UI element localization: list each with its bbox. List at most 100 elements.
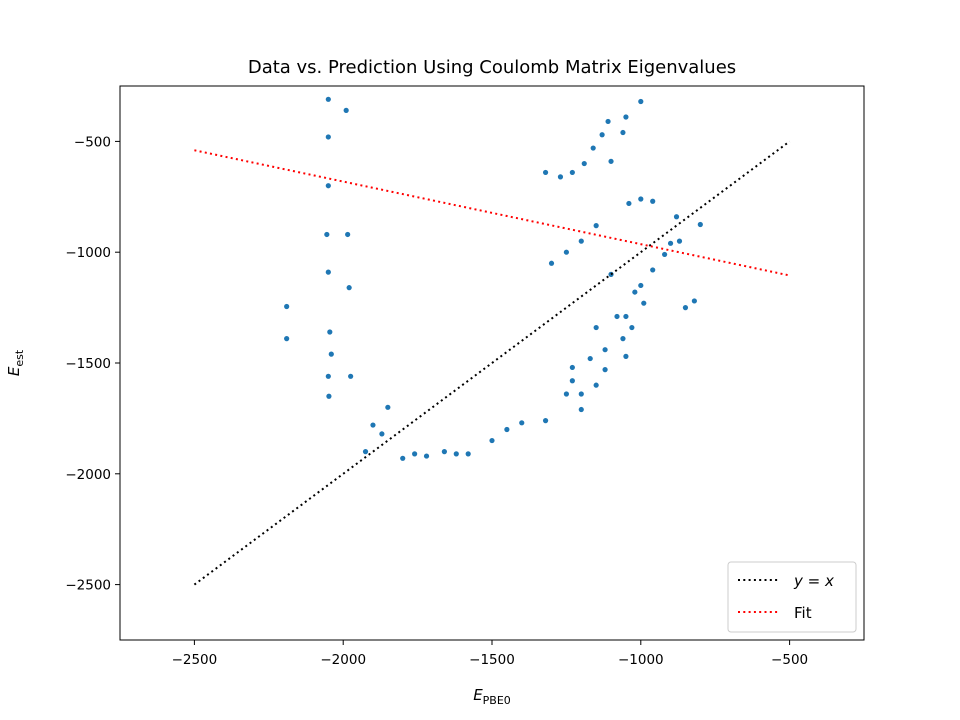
data-point [542, 169, 549, 176]
data-point [557, 174, 564, 180]
data-point [569, 364, 575, 371]
data-point [629, 324, 635, 331]
data-point [548, 260, 555, 266]
data-point [504, 426, 510, 433]
x-axis-title-main: E [473, 686, 483, 704]
data-point [620, 129, 626, 136]
data-point [563, 391, 570, 397]
legend-box [727, 561, 857, 633]
y-axis: −2500 −2000 −1500 −1000 −500 [65, 134, 120, 594]
data-point [676, 238, 683, 244]
data-point [441, 449, 447, 455]
data-point [348, 373, 354, 379]
data-point [691, 298, 697, 304]
data-point [325, 269, 331, 275]
data-point [578, 391, 584, 397]
data-point [626, 200, 632, 207]
data-point [423, 453, 430, 459]
data-point [587, 355, 593, 362]
data-point [379, 431, 385, 437]
data-point [638, 98, 644, 105]
scatter-layer [284, 96, 703, 461]
x-tick-label: −500 [771, 652, 808, 668]
data-point [620, 336, 626, 342]
data-point [412, 451, 418, 457]
data-point [519, 420, 525, 426]
y-tick-label: −500 [74, 134, 111, 150]
legend-label: Fit [794, 604, 812, 622]
data-point [325, 96, 331, 102]
x-axis: −2500 −2000 −1500 −1000 −500 [172, 640, 808, 668]
y-tick-label: −2000 [65, 467, 111, 483]
data-point [673, 214, 680, 220]
data-point [593, 223, 599, 229]
y-axis-title-sub: est [13, 349, 26, 366]
data-point [343, 107, 349, 113]
data-point [632, 289, 638, 295]
data-point [563, 249, 570, 255]
x-tick-label: −2000 [320, 652, 366, 668]
data-point [623, 353, 629, 359]
x-tick-label: −1000 [618, 652, 664, 668]
data-point [602, 367, 608, 373]
data-point [650, 198, 656, 204]
data-point [638, 282, 644, 289]
data-point [602, 347, 608, 353]
data-point [489, 437, 495, 444]
data-point [325, 183, 331, 189]
chart-title: Data vs. Prediction Using Coulomb Matrix… [248, 57, 736, 78]
data-point [324, 231, 330, 238]
data-point [614, 313, 620, 320]
x-tick-label: −2500 [172, 652, 218, 668]
data-point [593, 382, 599, 388]
x-axis-title: EPBE0 [473, 686, 511, 707]
data-point [662, 251, 668, 258]
data-point [453, 451, 459, 457]
legend-label: y = x [793, 572, 834, 590]
data-point [578, 406, 584, 413]
data-point [328, 351, 334, 357]
data-point [327, 329, 333, 335]
y-tick-label: −1000 [65, 245, 111, 261]
y-tick-label: −1500 [65, 356, 111, 372]
data-point [284, 336, 290, 342]
data-point [400, 455, 406, 461]
data-point [641, 300, 647, 306]
data-point [581, 160, 587, 167]
data-point [593, 324, 599, 331]
lines-layer [193, 140, 791, 586]
series-line [194, 149, 790, 277]
data-point [345, 231, 351, 238]
data-point [667, 240, 674, 246]
data-point [682, 305, 689, 311]
data-point [650, 267, 656, 273]
x-axis-title-sub: PBE0 [483, 694, 511, 707]
data-point [578, 238, 584, 244]
data-point [623, 313, 629, 320]
data-point [346, 285, 352, 291]
data-point [362, 449, 369, 455]
x-tick-label: −1500 [469, 652, 515, 668]
y-axis-title: Eest [5, 349, 26, 376]
data-point [542, 418, 549, 424]
series-line [193, 140, 791, 586]
data-point [599, 132, 605, 138]
data-point [697, 221, 703, 228]
data-point [385, 404, 391, 410]
data-point [370, 422, 376, 428]
data-point [608, 158, 614, 164]
data-point [326, 393, 332, 399]
y-tick-label: −2500 [65, 578, 111, 594]
data-point [569, 378, 575, 384]
data-point [638, 196, 644, 202]
data-point [284, 303, 290, 310]
data-point [325, 373, 331, 379]
data-point [569, 169, 575, 176]
data-point [605, 118, 611, 125]
y-axis-title-main: E [5, 366, 23, 376]
legend: y = x Fit [727, 561, 857, 633]
data-point [590, 145, 596, 151]
data-point [325, 134, 331, 140]
data-point [465, 451, 471, 457]
